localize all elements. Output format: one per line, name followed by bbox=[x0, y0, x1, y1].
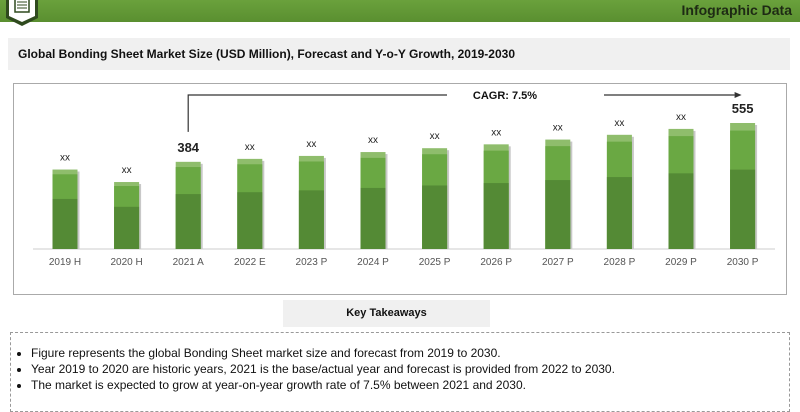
bar-segment-dark bbox=[175, 194, 201, 249]
x-tick-label: 2027 P bbox=[542, 257, 574, 268]
document-icon bbox=[6, 0, 38, 26]
bar-segment-dark bbox=[298, 190, 324, 249]
takeaway-item: Figure represents the global Bonding She… bbox=[31, 345, 789, 361]
data-label: xx bbox=[368, 135, 378, 146]
data-label: 384 bbox=[177, 140, 199, 155]
cagr-line-left bbox=[187, 94, 447, 132]
bar-segment-dark bbox=[52, 198, 78, 249]
data-label: xx bbox=[245, 142, 255, 153]
bar-segment-dark bbox=[114, 206, 140, 249]
x-tick-label: 2028 P bbox=[604, 257, 636, 268]
header-bar: Infographic Data bbox=[0, 0, 800, 26]
bar-segment-dark bbox=[545, 180, 571, 249]
key-takeaways-heading: Key Takeaways bbox=[283, 300, 490, 327]
bar-chart: xx 2019 H xx 2020 H 384 2021 A xx 2022 E xx 2023 … bbox=[33, 90, 775, 268]
data-label: xx bbox=[306, 139, 316, 150]
bar-segment-dark bbox=[237, 192, 263, 249]
x-tick-label: 2022 E bbox=[234, 257, 266, 268]
x-tick-label: 2029 P bbox=[665, 257, 697, 268]
bar-segment-dark bbox=[422, 185, 448, 249]
chart-title: Global Bonding Sheet Market Size (USD Mi… bbox=[18, 47, 515, 61]
cagr-arrow-icon bbox=[734, 92, 742, 98]
x-tick-label: 2030 P bbox=[727, 257, 759, 268]
data-label: xx bbox=[491, 127, 501, 138]
key-takeaways-box: Figure represents the global Bonding She… bbox=[10, 332, 790, 412]
chart-title-box: Global Bonding Sheet Market Size (USD Mi… bbox=[8, 38, 790, 70]
data-label: xx bbox=[430, 131, 440, 142]
takeaway-item: The market is expected to grow at year-o… bbox=[31, 377, 789, 393]
data-label: xx bbox=[122, 165, 132, 176]
bar-segment-dark bbox=[730, 169, 756, 249]
data-label: xx bbox=[614, 118, 624, 129]
data-label: xx bbox=[676, 112, 686, 123]
x-tick-label: 2020 H bbox=[110, 257, 142, 268]
takeaway-item: Year 2019 to 2020 are historic years, 20… bbox=[31, 361, 789, 377]
chart-frame bbox=[13, 83, 787, 295]
bar-segment-dark bbox=[483, 183, 509, 249]
bar-segment-dark bbox=[360, 187, 386, 249]
x-tick-label: 2025 P bbox=[419, 257, 451, 268]
x-tick-label: 2019 H bbox=[49, 257, 81, 268]
data-label: 555 bbox=[732, 101, 754, 116]
bar-segment-dark bbox=[668, 173, 694, 249]
header-title: Infographic Data bbox=[681, 2, 792, 18]
x-tick-label: 2021 A bbox=[173, 257, 204, 268]
data-label: xx bbox=[60, 153, 70, 164]
x-tick-label: 2026 P bbox=[480, 257, 512, 268]
x-tick-label: 2023 P bbox=[296, 257, 328, 268]
x-tick-label: 2024 P bbox=[357, 257, 389, 268]
bar-segment-dark bbox=[606, 177, 632, 249]
data-label: xx bbox=[553, 123, 563, 134]
cagr-annotation: CAGR: 7.5% bbox=[473, 90, 537, 102]
